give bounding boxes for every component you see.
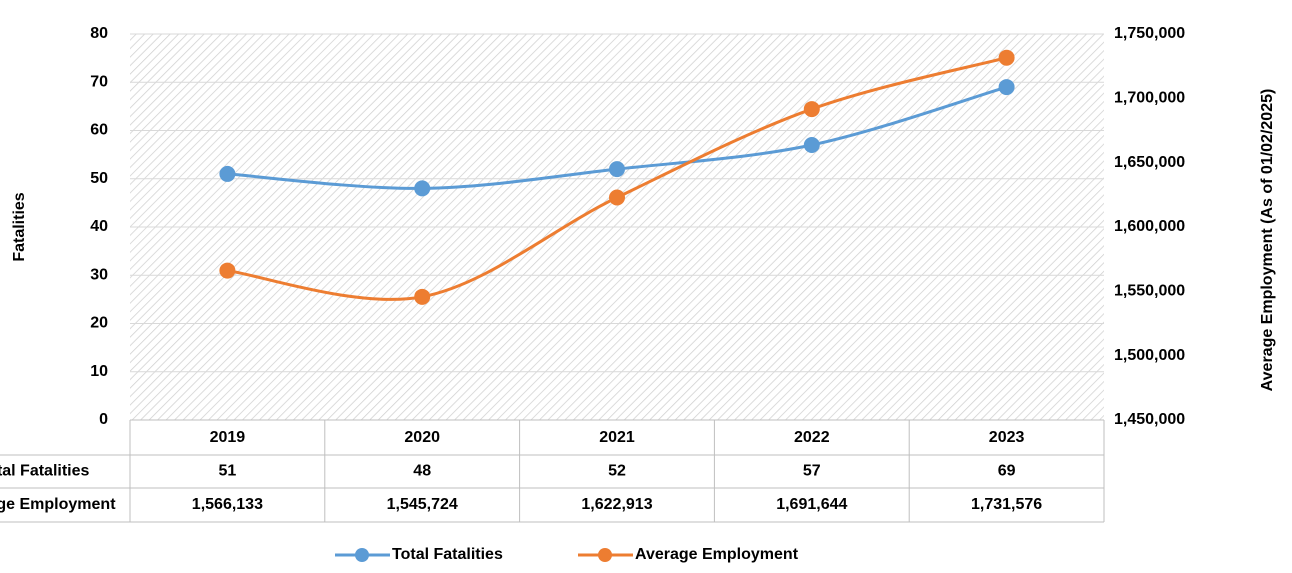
y-tick-label: 60 (90, 122, 108, 139)
x-tick-label: 2019 (210, 429, 246, 446)
x-tick-label: 2021 (599, 429, 635, 446)
y-axis-title: Fatalities (11, 192, 28, 261)
series-marker (219, 262, 236, 279)
y-tick-label: 10 (90, 363, 108, 380)
y-tick-label: 80 (90, 25, 108, 42)
y-tick-label: 30 (90, 266, 108, 283)
series-marker (803, 101, 820, 118)
x-tick-label: 2022 (794, 429, 830, 446)
table-cell: 52 (608, 463, 626, 480)
x-tick-label: 2020 (404, 429, 440, 446)
series-marker (609, 161, 625, 178)
y2-tick-label: 1,650,000 (1114, 154, 1185, 171)
series-marker (219, 165, 236, 182)
y2-tick-label: 1,600,000 (1114, 218, 1185, 235)
table-cell: 1,691,644 (776, 496, 847, 513)
y2-axis-title: Average Employment (As of 01/02/2025) (1259, 89, 1276, 392)
y-tick-label: 40 (90, 218, 108, 235)
series-marker (998, 79, 1015, 96)
series-marker (998, 49, 1015, 66)
y-tick-label: 20 (90, 315, 108, 332)
series-marker (414, 180, 431, 197)
table-cell: 1,545,724 (387, 496, 458, 513)
legend-label: Total Fatalities (392, 546, 503, 563)
series-marker (803, 136, 820, 153)
series-marker (414, 288, 431, 305)
legend-marker (598, 548, 612, 562)
table-cell: 48 (413, 463, 431, 480)
y-tick-label: 0 (99, 411, 108, 428)
y2-tick-label: 1,500,000 (1114, 347, 1185, 364)
legend-label: Average Employment (635, 546, 799, 563)
y2-tick-label: 1,700,000 (1114, 90, 1185, 107)
table-cell: 1,731,576 (971, 496, 1042, 513)
table-cell: 57 (803, 463, 821, 480)
table-cell: 51 (219, 463, 237, 480)
table-cell: 69 (998, 463, 1016, 480)
table-row-label: Total Fatalities (0, 463, 90, 480)
table-row-label: Average Employment (0, 496, 116, 513)
y-tick-label: 50 (90, 170, 108, 187)
table-cell: 1,566,133 (192, 496, 263, 513)
y2-tick-label: 1,450,000 (1114, 411, 1185, 428)
x-tick-label: 2023 (989, 429, 1025, 446)
y-tick-label: 70 (90, 73, 108, 90)
y2-tick-label: 1,750,000 (1114, 25, 1185, 42)
y2-tick-label: 1,550,000 (1114, 283, 1185, 300)
legend-marker (355, 548, 369, 562)
table-cell: 1,622,913 (581, 496, 652, 513)
series-marker (609, 189, 625, 206)
